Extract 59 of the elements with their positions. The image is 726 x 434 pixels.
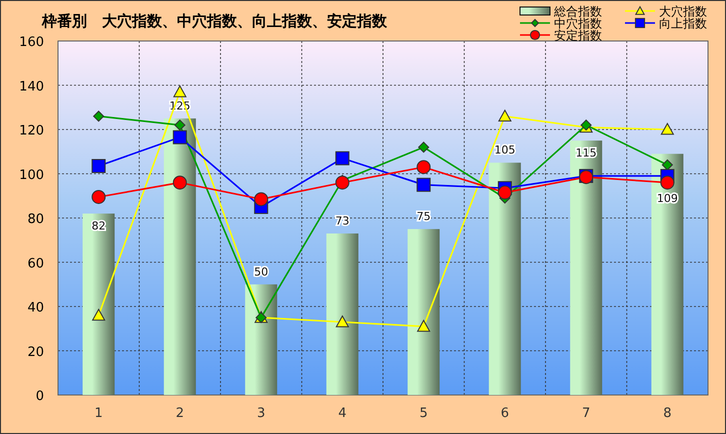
- data-label: 115: [576, 146, 597, 160]
- y-tick-label: 80: [27, 212, 44, 227]
- bar: [245, 284, 278, 395]
- point: [93, 110, 104, 122]
- x-tick-label: 7: [582, 406, 590, 421]
- point: [172, 176, 187, 190]
- point: [254, 192, 268, 206]
- x-tick-label: 2: [176, 406, 184, 421]
- x-tick-label: 8: [663, 406, 672, 421]
- point: [92, 308, 106, 321]
- y-tick-label: 140: [19, 79, 44, 94]
- bar: [570, 140, 602, 395]
- point: [174, 120, 186, 131]
- data-label: 82: [92, 220, 106, 233]
- point: [335, 176, 350, 190]
- data-label: 73: [335, 214, 350, 228]
- point: [172, 130, 187, 144]
- bar: [82, 214, 115, 395]
- point: [416, 160, 431, 174]
- x-tick-label: 3: [256, 406, 266, 421]
- x-tick-label: 6: [500, 406, 510, 421]
- bar: [326, 233, 358, 395]
- bar: [651, 154, 684, 395]
- data-label: 75: [416, 210, 431, 224]
- legend-label: 向上指数: [659, 16, 707, 30]
- point: [92, 159, 106, 174]
- data-label: 50: [254, 265, 268, 278]
- y-tick-label: 100: [19, 168, 44, 183]
- y-tick-label: 20: [27, 344, 44, 360]
- point: [335, 151, 350, 166]
- point: [417, 320, 430, 332]
- point: [418, 142, 430, 153]
- y-tick-label: 160: [19, 35, 44, 50]
- y-tick-label: 120: [19, 124, 44, 138]
- bar: [164, 118, 196, 395]
- point: [498, 186, 512, 200]
- point: [336, 315, 349, 328]
- point: [662, 159, 673, 170]
- chart-title: 枠番別 大穴指数、中穴指数、向上指数、安定指数: [41, 12, 388, 30]
- bar: [488, 162, 521, 395]
- bar: [408, 229, 440, 395]
- x-tick-label: 4: [338, 406, 347, 421]
- data-label: 109: [656, 192, 678, 205]
- point: [92, 190, 106, 204]
- x-tick-label: 5: [419, 406, 428, 421]
- legend-label: 総合指数: [553, 4, 602, 18]
- y-tick-label: 0: [36, 389, 44, 404]
- legend-label: 安定指数: [554, 28, 602, 42]
- legend-label: 大穴指数: [659, 4, 707, 18]
- point: [498, 110, 512, 122]
- point: [660, 123, 674, 135]
- point: [173, 85, 186, 98]
- data-label: 105: [494, 144, 516, 157]
- y-tick-label: 60: [27, 256, 44, 272]
- x-tick-label: 1: [94, 406, 103, 421]
- y-tick-label: 40: [27, 300, 44, 316]
- point: [416, 178, 431, 192]
- point: [660, 176, 674, 190]
- legend-label: 中穴指数: [554, 16, 602, 30]
